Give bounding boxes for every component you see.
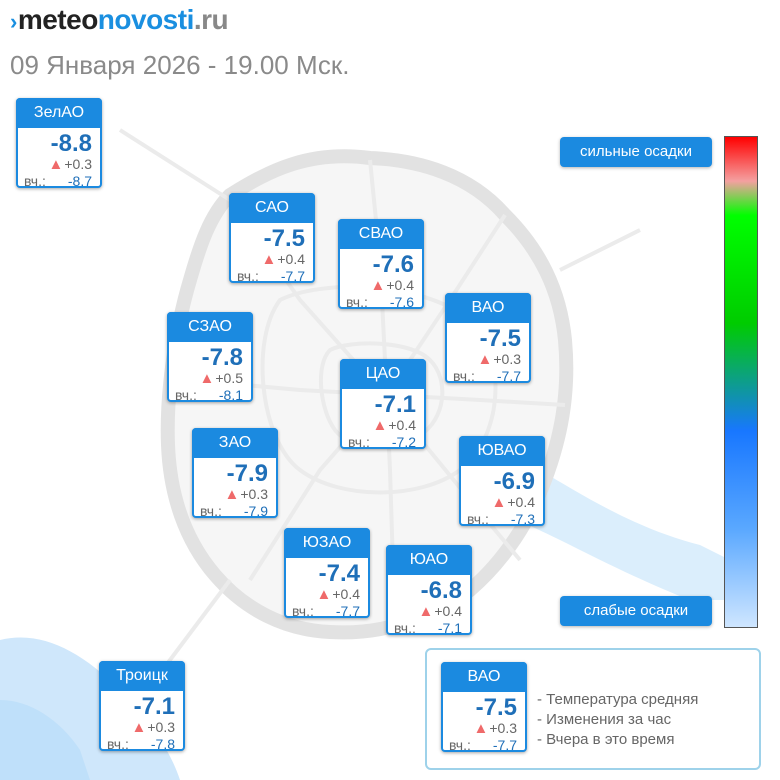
district-name: ВАО bbox=[441, 662, 527, 692]
logo-part-a: meteo bbox=[17, 4, 98, 35]
district-name: ЮЗАО bbox=[284, 528, 370, 558]
district-card-zelao[interactable]: ЗелАО -8.8 ▲+0.3 вч.: -8.7 bbox=[16, 98, 102, 189]
logo-part-b: novosti bbox=[97, 4, 195, 35]
district-change: +0.4 bbox=[332, 586, 360, 602]
yesterday-label: вч.: bbox=[394, 620, 416, 636]
district-card-vao[interactable]: ВАО -7.5 ▲+0.3 вч.: -7.7 bbox=[445, 293, 531, 384]
yesterday-label: вч.: bbox=[237, 268, 259, 284]
yesterday-label: вч.: bbox=[467, 511, 489, 527]
district-yesterday: -7.7 bbox=[496, 368, 521, 384]
rise-arrow-icon: ▲ bbox=[131, 719, 147, 736]
yesterday-label: вч.: bbox=[453, 368, 475, 384]
district-card-svao[interactable]: СВАО -7.6 ▲+0.4 вч.: -7.6 bbox=[338, 219, 424, 310]
rise-arrow-icon: ▲ bbox=[477, 351, 493, 368]
precip-scale-bottom-label: слабые осадки bbox=[560, 596, 712, 626]
district-name: ЗелАО bbox=[16, 98, 102, 128]
rise-arrow-icon: ▲ bbox=[372, 417, 388, 434]
yesterday-label: вч.: bbox=[346, 294, 368, 310]
district-yesterday: -7.7 bbox=[280, 268, 305, 284]
district-card-sao[interactable]: САО -7.5 ▲+0.4 вч.: -7.7 bbox=[229, 193, 315, 284]
site-logo[interactable]: ›meteonovosti.ru bbox=[10, 4, 229, 36]
district-change: +0.4 bbox=[277, 251, 305, 267]
district-name: ЮАО bbox=[386, 545, 472, 575]
district-yesterday: -8.1 bbox=[218, 387, 243, 403]
district-change: +0.4 bbox=[386, 277, 414, 293]
district-temp: -7.5 bbox=[479, 325, 521, 352]
district-yesterday: -7.1 bbox=[437, 620, 462, 636]
district-yesterday: -7.7 bbox=[335, 603, 360, 619]
rise-arrow-icon: ▲ bbox=[199, 370, 215, 387]
district-name: СЗАО bbox=[167, 312, 253, 342]
district-change: +0.3 bbox=[64, 156, 92, 172]
district-temp: -7.1 bbox=[133, 693, 175, 720]
legend-panel: ВАО -7.5 ▲+0.3 вч.: -7.7 - Температура ср… bbox=[425, 648, 761, 770]
district-change: +0.3 bbox=[240, 486, 268, 502]
yesterday-label: вч.: bbox=[200, 503, 222, 519]
district-yesterday: -7.8 bbox=[150, 736, 175, 752]
legend-example-card: ВАО -7.5 ▲+0.3 вч.: -7.7 bbox=[441, 662, 527, 753]
yesterday-label: вч.: bbox=[292, 603, 314, 619]
district-card-troitsk[interactable]: Троицк -7.1 ▲+0.3 вч.: -7.8 bbox=[99, 661, 185, 752]
district-name: ЦАО bbox=[340, 359, 426, 389]
district-name: Троицк bbox=[99, 661, 185, 691]
legend-line-yesterday: - Вчера в это время bbox=[537, 731, 675, 748]
district-change: +0.5 bbox=[215, 370, 243, 386]
rise-arrow-icon: ▲ bbox=[491, 494, 507, 511]
logo-mark-icon: › bbox=[10, 9, 17, 34]
district-card-szao[interactable]: СЗАО -7.8 ▲+0.5 вч.: -8.1 bbox=[167, 312, 253, 403]
precip-scale-top-label: сильные осадки bbox=[560, 137, 712, 167]
rise-arrow-icon: ▲ bbox=[316, 586, 332, 603]
yesterday-label: вч.: bbox=[449, 737, 471, 753]
district-temp: -7.5 bbox=[475, 694, 517, 721]
district-temp: -7.8 bbox=[201, 344, 243, 371]
date-time-label: 09 Января 2026 - 19.00 Мск. bbox=[10, 50, 350, 80]
district-change: +0.4 bbox=[507, 494, 535, 510]
district-change: +0.3 bbox=[493, 351, 521, 367]
rise-arrow-icon: ▲ bbox=[224, 486, 240, 503]
district-temp: -7.1 bbox=[374, 391, 416, 418]
rise-arrow-icon: ▲ bbox=[48, 156, 64, 173]
district-temp: -6.8 bbox=[420, 577, 462, 604]
district-card-yuao[interactable]: ЮАО -6.8 ▲+0.4 вч.: -7.1 bbox=[386, 545, 472, 636]
district-temp: -8.8 bbox=[50, 130, 92, 157]
precip-area-sw-light bbox=[0, 700, 90, 780]
precip-color-scale bbox=[724, 136, 758, 628]
district-temp: -7.9 bbox=[226, 460, 268, 487]
rise-arrow-icon: ▲ bbox=[418, 603, 434, 620]
district-change: +0.3 bbox=[489, 720, 517, 736]
district-name: САО bbox=[229, 193, 315, 223]
yesterday-label: вч.: bbox=[24, 173, 46, 189]
yesterday-label: вч.: bbox=[348, 434, 370, 450]
district-card-yuvao[interactable]: ЮВАО -6.9 ▲+0.4 вч.: -7.3 bbox=[459, 436, 545, 527]
rise-arrow-icon: ▲ bbox=[370, 277, 386, 294]
district-name: СВАО bbox=[338, 219, 424, 249]
district-yesterday: -8.7 bbox=[67, 173, 92, 189]
yesterday-label: вч.: bbox=[107, 736, 129, 752]
district-yesterday: -7.7 bbox=[492, 737, 517, 753]
yesterday-label: вч.: bbox=[175, 387, 197, 403]
district-temp: -7.4 bbox=[318, 560, 360, 587]
district-yesterday: -7.3 bbox=[510, 511, 535, 527]
district-card-zao[interactable]: ЗАО -7.9 ▲+0.3 вч.: -7.9 bbox=[192, 428, 278, 519]
legend-line-change: - Изменения за час bbox=[537, 711, 672, 728]
district-temp: -6.9 bbox=[493, 468, 535, 495]
district-yesterday: -7.2 bbox=[391, 434, 416, 450]
district-yesterday: -7.6 bbox=[389, 294, 414, 310]
district-card-tsao[interactable]: ЦАО -7.1 ▲+0.4 вч.: -7.2 bbox=[340, 359, 426, 450]
district-name: ВАО bbox=[445, 293, 531, 323]
district-name: ЮВАО bbox=[459, 436, 545, 466]
district-yesterday: -7.9 bbox=[243, 503, 268, 519]
rise-arrow-icon: ▲ bbox=[473, 720, 489, 737]
district-temp: -7.6 bbox=[372, 251, 414, 278]
district-name: ЗАО bbox=[192, 428, 278, 458]
district-change: +0.4 bbox=[388, 417, 416, 433]
district-change: +0.3 bbox=[147, 719, 175, 735]
district-change: +0.4 bbox=[434, 603, 462, 619]
logo-part-c: .ru bbox=[193, 4, 229, 35]
district-card-yuzao[interactable]: ЮЗАО -7.4 ▲+0.4 вч.: -7.7 bbox=[284, 528, 370, 619]
legend-line-temp: - Температура средняя bbox=[537, 691, 699, 708]
legend-text: - Температура средняя - Изменения за час… bbox=[537, 690, 698, 750]
rise-arrow-icon: ▲ bbox=[261, 251, 277, 268]
district-temp: -7.5 bbox=[263, 225, 305, 252]
